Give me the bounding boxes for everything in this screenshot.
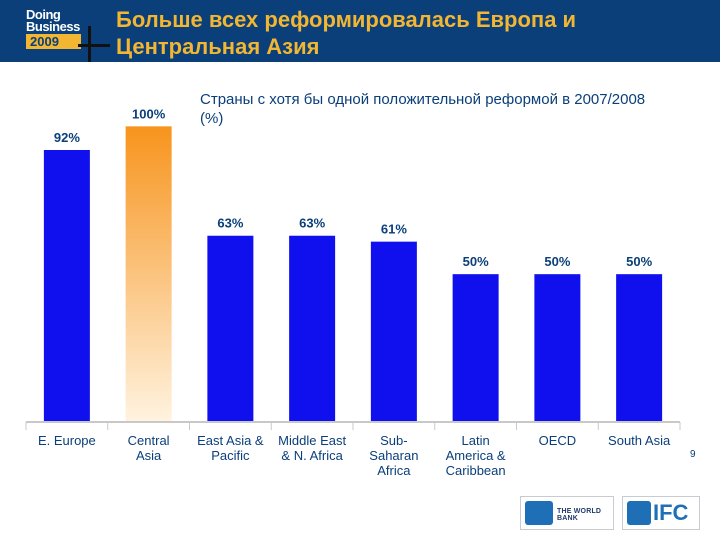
value-label-2: 63% [217, 216, 243, 231]
bar-3 [289, 235, 336, 422]
category-label-2: East Asia & Pacific [197, 433, 264, 463]
world-bank-label: THE WORLD BANK [557, 508, 602, 522]
category-label-0: E. Europe [38, 433, 96, 448]
value-label-0: 92% [54, 130, 80, 145]
bar-4 [370, 241, 417, 422]
ifc-label: IFC [653, 500, 689, 525]
category-label-4: Sub-Saharan Africa [369, 433, 418, 478]
doing-business-logo: Doing Business 2009 [0, 0, 110, 62]
slide-title: Больше всех реформировалась Европа и Цен… [116, 7, 577, 59]
value-label-1: 100% [132, 106, 166, 121]
header-bar: Doing Business 2009 Больше всех реформир… [0, 0, 720, 62]
category-label-5: Latin America & Caribbean [446, 433, 506, 478]
globe-icon [525, 501, 553, 525]
category-label-1: Central Asia [128, 433, 170, 463]
logo-line-2: Business [26, 19, 80, 34]
bar-2 [207, 235, 254, 422]
bar-7 [616, 274, 663, 422]
bar-5 [452, 274, 499, 422]
logo-cross-horizontal [78, 44, 110, 47]
value-label-4: 61% [381, 222, 407, 237]
bar-1 [125, 126, 172, 422]
bar-6 [534, 274, 581, 422]
bars-group [43, 126, 663, 422]
ifc-emblem-icon [627, 501, 651, 525]
world-bank-logo: THE WORLD BANK [520, 496, 614, 530]
category-labels-group: E. Europe Central Asia East Asia & Pacific Mi… [38, 433, 671, 478]
logo-line-1: Doing [26, 7, 61, 22]
category-label-3: Middle East & N. Africa [278, 433, 346, 463]
logo-year: 2009 [26, 34, 81, 49]
value-label-3: 63% [299, 216, 325, 231]
chart-title: Страны с хотя бы одной положительной реф… [200, 91, 646, 127]
value-label-6: 50% [544, 254, 570, 269]
value-labels-group: 92% 100% 63% 63% 61% 50% 50% 50% [54, 106, 653, 269]
bar-0 [43, 150, 90, 422]
ifc-logo: IFC [622, 496, 700, 530]
page-number: 9 [690, 449, 696, 460]
value-label-7: 50% [626, 254, 652, 269]
x-axis-ticks-group [25, 422, 681, 430]
category-label-7: South Asia [608, 433, 671, 448]
category-label-6: OECD [539, 433, 577, 448]
value-label-5: 50% [463, 254, 489, 269]
